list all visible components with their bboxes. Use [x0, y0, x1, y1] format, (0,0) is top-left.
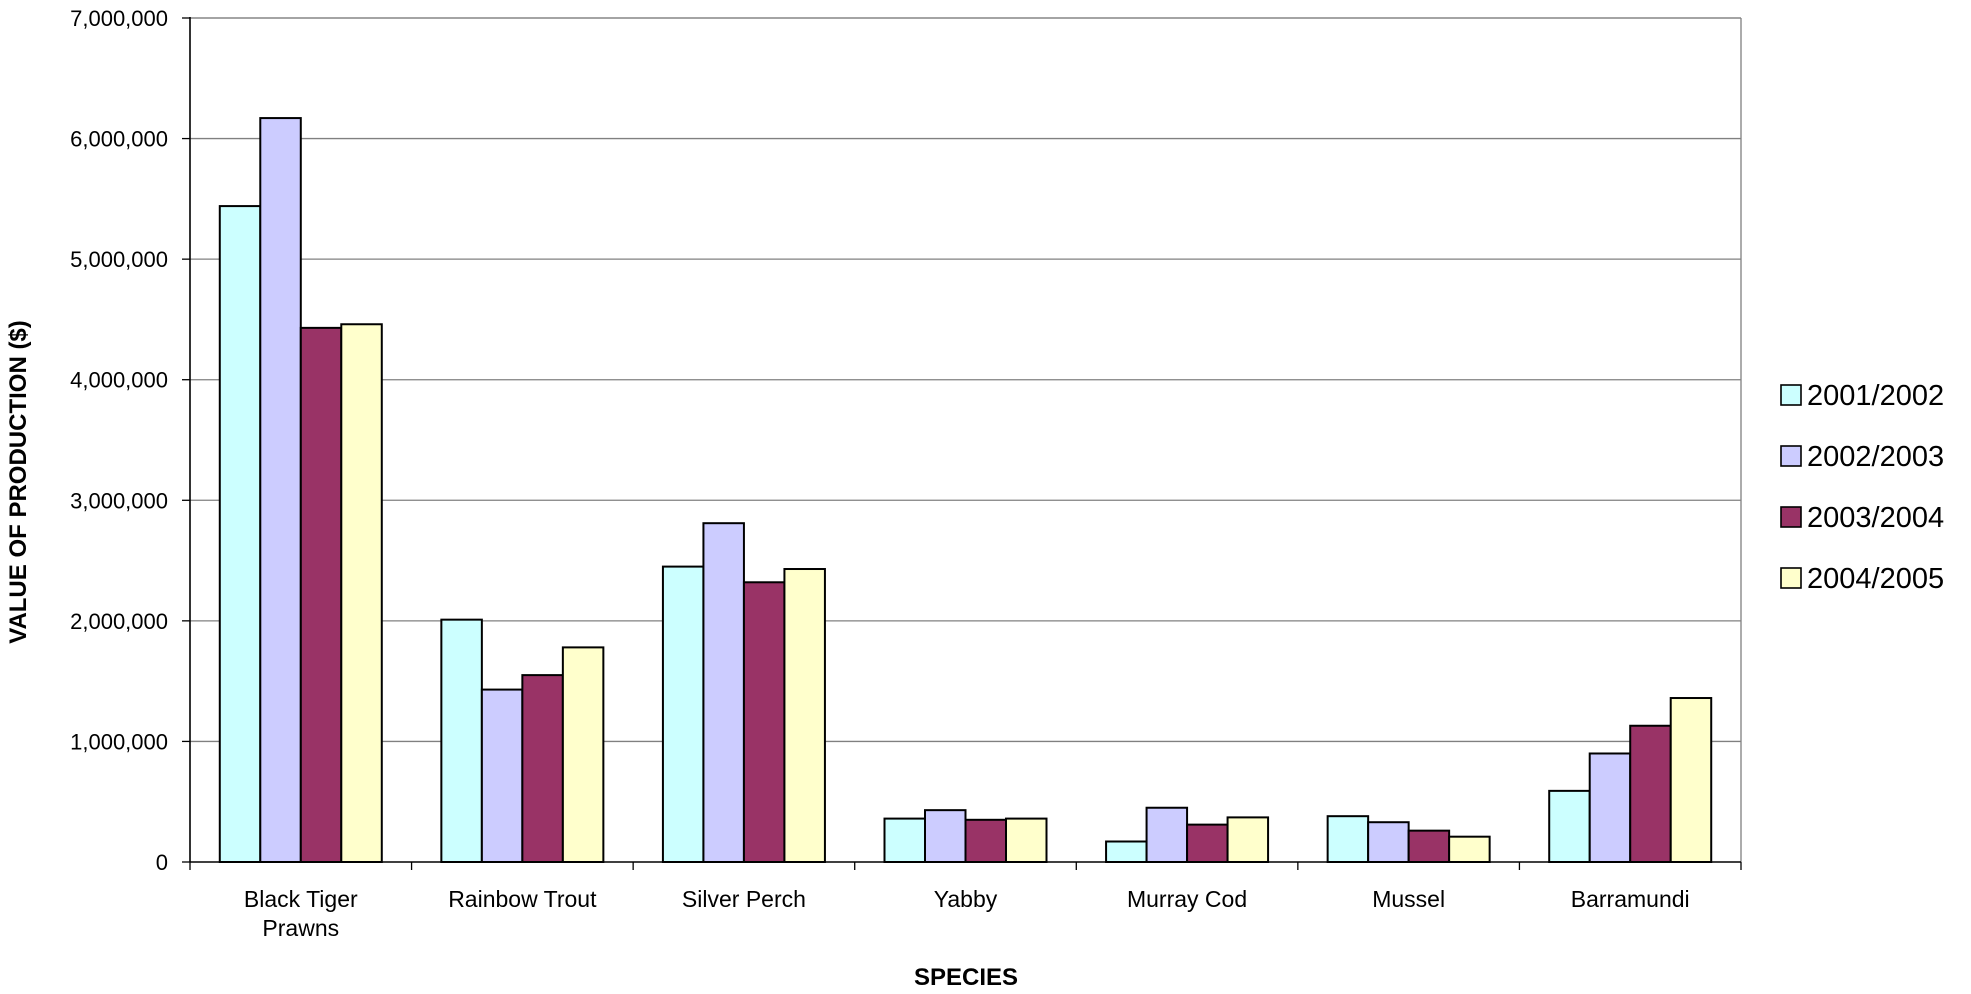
legend-label: 2001/2002	[1807, 380, 1944, 412]
bar	[480, 688, 524, 864]
legend-label: 2002/2003	[1807, 441, 1944, 473]
axes	[182, 17, 1742, 870]
bar	[1407, 829, 1451, 863]
bar	[883, 817, 926, 864]
bar	[561, 646, 605, 864]
bar	[259, 117, 302, 864]
bar	[742, 581, 786, 863]
bar	[440, 618, 483, 863]
legend-swatch	[1780, 384, 1802, 406]
bar	[1548, 789, 1591, 863]
legend: 2001/2002 2002/2003 2003/2004 2004/2005	[1780, 380, 1944, 595]
x-tick-label: Silver Perch	[682, 886, 806, 912]
bar	[1629, 724, 1672, 863]
bar	[218, 205, 262, 863]
legend-swatch	[1780, 445, 1802, 467]
y-tick-label: 2,000,000	[70, 609, 168, 634]
x-tick-label: Prawns	[262, 915, 339, 941]
bar	[1186, 823, 1229, 864]
x-tick-label: Black Tiger	[244, 886, 358, 912]
legend-label: 2003/2004	[1807, 502, 1944, 534]
y-tick-label: 0	[156, 850, 168, 875]
bar	[964, 818, 1007, 863]
x-tick-label: Barramundi	[1571, 886, 1690, 912]
x-tick-label: Rainbow Trout	[448, 886, 597, 912]
bar	[299, 326, 343, 863]
bar	[783, 568, 826, 863]
legend-swatch	[1780, 567, 1802, 589]
bar	[1367, 821, 1410, 863]
y-tick-label: 4,000,000	[70, 368, 168, 393]
bar	[1105, 840, 1148, 864]
x-tick-label: Yabby	[934, 886, 998, 912]
y-axis-title: VALUE OF PRODUCTION ($)	[5, 320, 32, 644]
bar	[1145, 806, 1189, 863]
legend-swatch	[1780, 506, 1802, 528]
bar	[924, 809, 967, 864]
bar	[340, 323, 383, 864]
bar	[1226, 816, 1270, 863]
legend-label: 2004/2005	[1807, 563, 1944, 595]
y-tick-label: 6,000,000	[70, 127, 168, 152]
y-tick-label: 5,000,000	[70, 247, 168, 272]
bar	[1588, 752, 1632, 863]
bar	[1326, 815, 1370, 864]
bar	[702, 522, 745, 863]
bar	[1005, 817, 1048, 864]
bar	[661, 565, 705, 863]
y-tick-label: 7,000,000	[70, 6, 168, 31]
bar	[1669, 697, 1713, 863]
x-tick-label: Mussel	[1372, 886, 1445, 912]
x-axis-title: SPECIES	[914, 964, 1018, 989]
y-tick-label: 1,000,000	[70, 729, 168, 754]
x-tick-label: Murray Cod	[1127, 886, 1247, 912]
bars	[218, 117, 1713, 864]
y-tick-label: 3,000,000	[70, 488, 168, 513]
bar	[521, 674, 564, 863]
bar	[1448, 835, 1491, 863]
labels: 0 1,000,000 2,000,000 3,000,000 4,000,000 5,0…	[70, 6, 1690, 941]
